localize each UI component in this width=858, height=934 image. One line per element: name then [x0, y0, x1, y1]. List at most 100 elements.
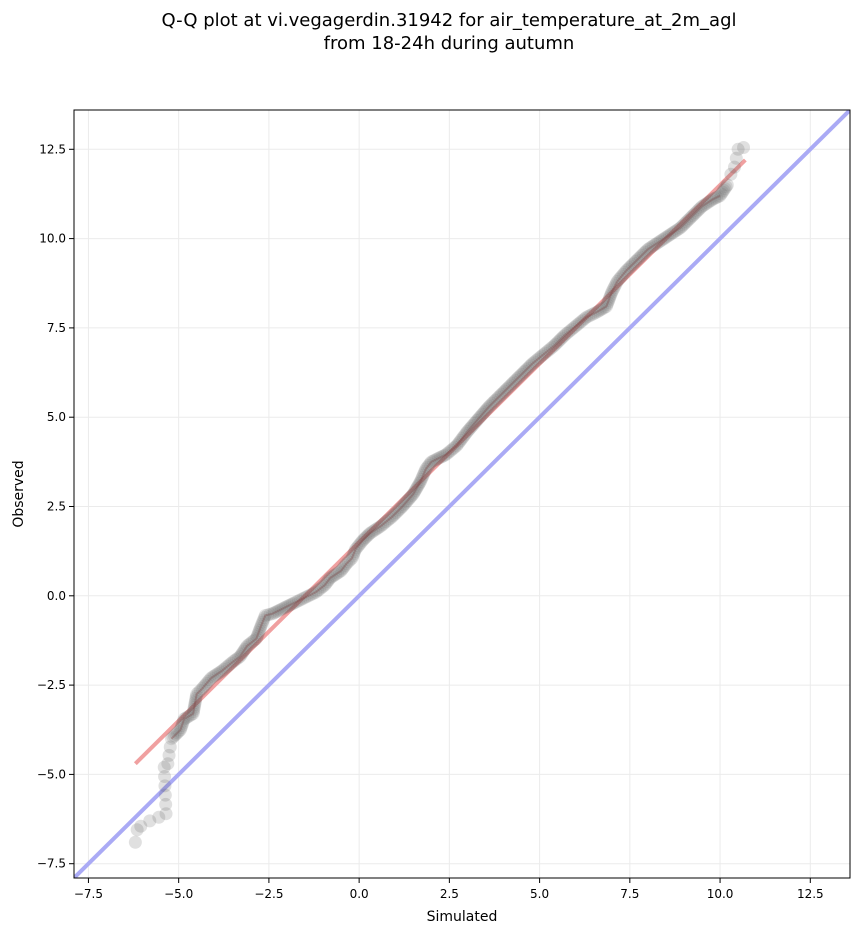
- data-point: [531, 352, 545, 366]
- data-point: [389, 506, 403, 520]
- data-point: [304, 587, 318, 601]
- data-point: [208, 669, 222, 683]
- x-tick-label-7: 10.0: [707, 887, 734, 901]
- data-point: [709, 191, 723, 205]
- y-tick-label-0: −7.5: [37, 857, 66, 871]
- data-point: [602, 291, 616, 305]
- data-point: [501, 381, 515, 395]
- data-point: [175, 718, 189, 732]
- data-point: [456, 430, 470, 444]
- data-point: [226, 655, 240, 669]
- data-point: [292, 594, 305, 608]
- data-point: [394, 501, 408, 515]
- data-point: [646, 239, 660, 253]
- data-point: [420, 460, 434, 474]
- data-point: [601, 295, 615, 309]
- data-point: [187, 700, 201, 714]
- data-point: [360, 529, 374, 543]
- data-point: [413, 475, 427, 488]
- data-point: [414, 472, 428, 486]
- data-point: [474, 409, 488, 423]
- data-point: [337, 560, 351, 574]
- y-axis-label: Observed: [11, 460, 27, 527]
- data-point: [724, 167, 738, 181]
- data-point: [484, 398, 498, 412]
- data-point: [454, 433, 468, 447]
- data-point: [416, 468, 430, 482]
- data-point: [341, 555, 355, 569]
- data-point: [188, 696, 202, 710]
- data-point: [190, 687, 204, 701]
- data-point: [695, 199, 709, 213]
- data-point: [594, 303, 608, 317]
- data-point: [198, 678, 212, 692]
- data-point: [247, 633, 261, 647]
- data-point: [513, 369, 527, 383]
- data-point: [391, 504, 405, 518]
- data-point: [210, 667, 224, 681]
- data-point: [228, 654, 242, 668]
- data-point: [162, 748, 176, 762]
- data-point: [432, 451, 446, 465]
- data-point: [731, 142, 745, 156]
- data-point: [603, 289, 617, 303]
- data-point: [367, 524, 381, 538]
- data-point: [714, 187, 728, 201]
- y-tick-label-3: 0.0: [47, 589, 66, 603]
- data-point: [636, 247, 650, 261]
- data-point: [450, 439, 464, 453]
- data-point: [659, 230, 673, 244]
- data-point: [158, 788, 172, 802]
- data-point: [697, 198, 711, 212]
- data-point: [173, 723, 187, 737]
- data-point: [610, 274, 624, 288]
- x-tick-label-2: −2.5: [254, 887, 283, 901]
- data-point: [460, 424, 474, 438]
- data-point: [524, 358, 538, 372]
- data-point: [521, 361, 535, 375]
- data-point: [167, 729, 181, 743]
- data-point: [356, 533, 370, 547]
- data-point: [729, 151, 743, 165]
- data-point: [392, 503, 406, 517]
- data-point: [692, 203, 706, 217]
- y-tick-label-6: 7.5: [47, 321, 66, 335]
- data-point: [708, 191, 722, 205]
- data-point: [176, 714, 190, 728]
- data-point: [220, 659, 234, 673]
- data-point: [379, 515, 393, 529]
- data-point: [471, 412, 485, 426]
- data-point: [347, 547, 361, 561]
- data-point: [402, 492, 416, 506]
- data-point: [405, 489, 419, 503]
- data-point: [464, 420, 478, 434]
- data-point: [284, 598, 298, 612]
- data-point: [158, 779, 172, 793]
- data-point: [376, 518, 390, 532]
- data-point: [354, 535, 368, 549]
- data-point: [184, 708, 198, 722]
- x-tick-label-1: −5.0: [164, 887, 193, 901]
- x-axis-ticks: −7.5 −5.0 −2.5 0.0 2.5 5.0 7.5 10.0 12.5: [74, 878, 824, 901]
- data-point: [381, 513, 395, 527]
- y-tick-label-1: −5.0: [37, 767, 66, 781]
- data-point: [219, 661, 233, 675]
- data-point: [560, 327, 574, 341]
- data-point: [340, 557, 353, 571]
- data-point: [163, 740, 177, 754]
- data-point: [613, 271, 627, 285]
- data-point: [282, 599, 296, 613]
- data-point: [319, 576, 333, 590]
- chart-title-line2: from 18-24h during autumn: [324, 33, 575, 54]
- data-point: [666, 226, 680, 240]
- data-point: [650, 236, 664, 250]
- data-point: [550, 336, 564, 350]
- data-point: [582, 309, 596, 323]
- data-point: [253, 621, 267, 635]
- data-point: [363, 526, 377, 540]
- y-axis-ticks: −7.5 −5.0 −2.5 0.0 2.5 5.0 7.5 10.0 12.5: [37, 142, 74, 871]
- data-point: [470, 414, 484, 428]
- data-point: [552, 334, 566, 348]
- data-point: [410, 480, 424, 494]
